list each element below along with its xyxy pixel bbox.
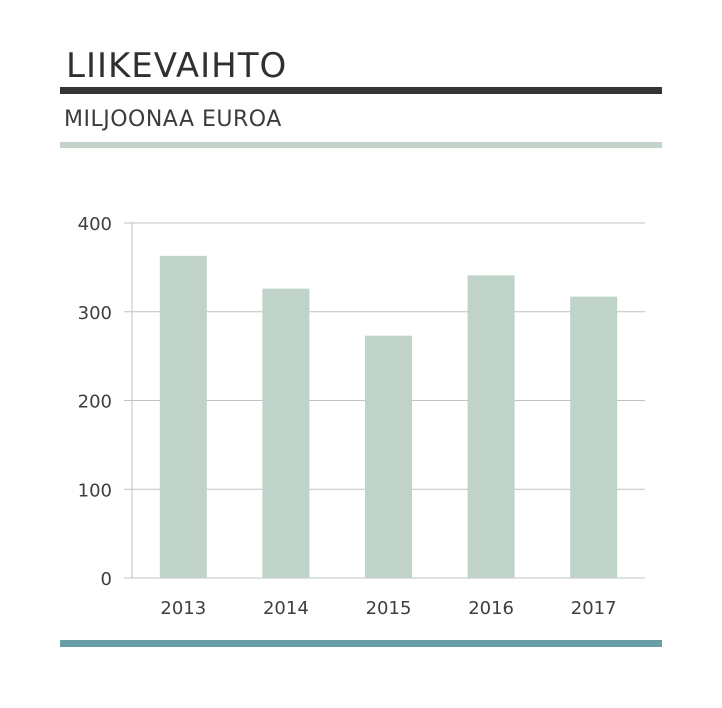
chart-subtitle: MILJOONAA EUROA — [64, 107, 282, 132]
y-tick-labels: 0 100 200 300 400 — [78, 214, 112, 590]
y-tick-label: 400 — [78, 214, 112, 235]
subtitle-underline — [60, 142, 662, 148]
bar-2017 — [570, 296, 618, 578]
y-tick-label: 200 — [78, 392, 112, 413]
bar-2013 — [159, 255, 207, 578]
y-tick-label: 100 — [78, 480, 112, 501]
bar-2016 — [467, 275, 515, 578]
bar-2014 — [262, 288, 310, 578]
x-tick-label: 2016 — [468, 598, 514, 619]
y-tick-label: 300 — [78, 303, 112, 324]
x-tick-label: 2017 — [571, 598, 617, 619]
chart-title: LIIKEVAIHTO — [66, 46, 288, 86]
bars — [159, 255, 618, 578]
x-tick-label: 2014 — [263, 598, 309, 619]
title-underline — [60, 87, 662, 94]
y-tick-label: 0 — [101, 569, 112, 590]
x-tick-labels: 2013 2014 2015 2016 2017 — [160, 598, 616, 619]
bottom-rule — [60, 640, 662, 647]
bar-2015 — [365, 335, 412, 578]
x-tick-label: 2013 — [160, 598, 206, 619]
x-tick-label: 2015 — [366, 598, 412, 619]
